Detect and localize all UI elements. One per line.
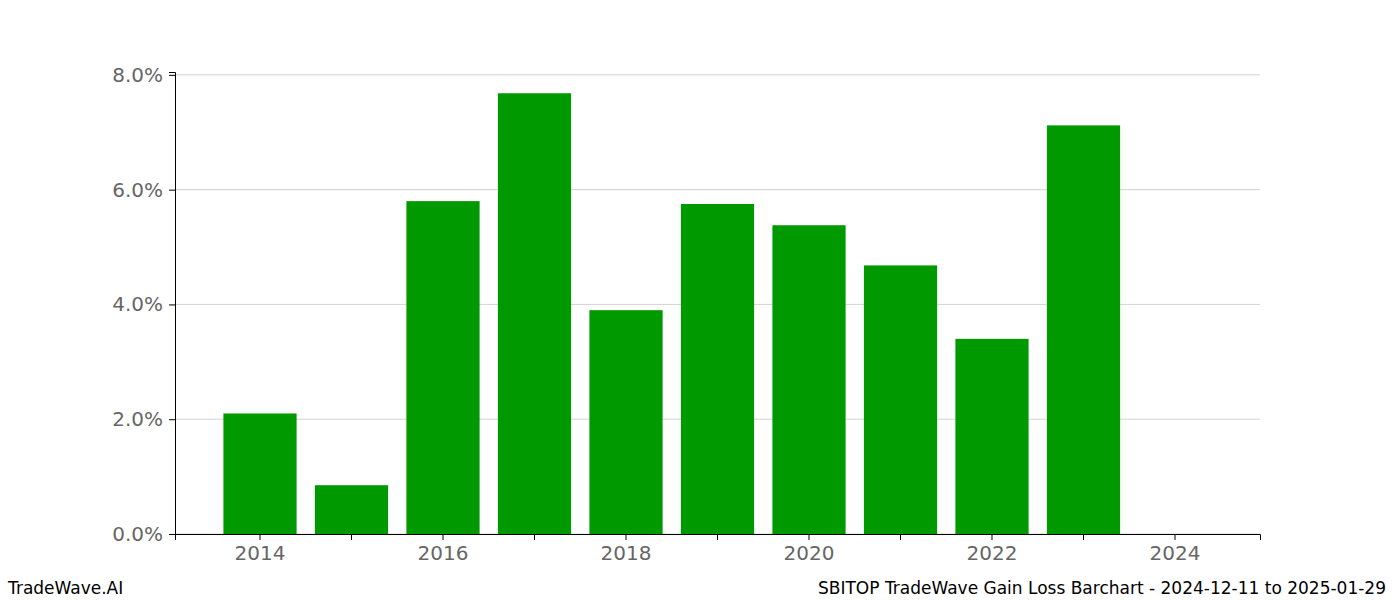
y-tick: 8.0% [112, 63, 175, 87]
grid [175, 75, 1260, 534]
x-axis-line [176, 535, 1261, 541]
plot: 2014 2016 2018 2020 2022 2024 0.0% 2.0% 4.0% 6.0%… [112, 63, 1260, 565]
bar [406, 201, 479, 534]
y-tick-label: 0.0% [112, 522, 163, 546]
title: SBITOP TradeWave Gain Loss Barchart - 20… [818, 578, 1386, 598]
x-axis: 2014 2016 2018 2020 2022 2024 [176, 534, 1261, 565]
grid-line [175, 74, 1260, 75]
bars [223, 93, 1120, 534]
x-tick [717, 534, 718, 540]
y-tick-mark [169, 304, 175, 305]
y-axis: 0.0% 2.0% 4.0% 6.0% 8.0% [112, 63, 175, 546]
bar [498, 93, 571, 534]
x-tick-mark [1083, 534, 1084, 540]
y-tick: 4.0% [112, 292, 175, 316]
chart: 2014 2016 2018 2020 2022 2024 0.0% 2.0% 4.0% 6.0%… [0, 0, 1400, 600]
y-tick: 6.0% [112, 178, 175, 202]
bar [223, 413, 296, 534]
bar [589, 310, 662, 534]
bar [315, 485, 388, 534]
x-tick: 2020 [784, 534, 835, 565]
x-tick: 2022 [967, 534, 1018, 565]
x-tick-mark [534, 534, 535, 540]
x-tick-label: 2018 [601, 541, 652, 565]
y-tick-label: 6.0% [112, 178, 163, 202]
y-tick: 0.0% [112, 522, 175, 546]
bar [772, 225, 845, 534]
y-tick-label: 4.0% [112, 292, 163, 316]
x-tick [900, 534, 901, 540]
x-tick-mark [808, 534, 809, 540]
annotation: TradeWave.AI [7, 578, 123, 598]
x-tick: 2024 [1150, 534, 1201, 565]
y-tick-mark [169, 419, 175, 420]
x-tick: 2018 [601, 534, 652, 565]
y-tick-label: 2.0% [112, 407, 163, 431]
x-tick-label: 2014 [235, 541, 286, 565]
y-tick-label: 8.0% [112, 63, 163, 87]
x-tick [1083, 534, 1084, 540]
y-tick-mark [169, 190, 175, 191]
x-tick-mark [260, 534, 261, 540]
y-axis-line [169, 73, 176, 535]
x-tick-mark [900, 534, 901, 540]
y-tick-mark [169, 75, 175, 76]
bar [681, 204, 754, 534]
x-tick-mark [351, 534, 352, 540]
x-tick: 2014 [235, 534, 286, 565]
bar [1047, 125, 1120, 534]
x-tick-label: 2016 [418, 541, 469, 565]
x-tick-label: 2020 [784, 541, 835, 565]
x-tick-label: 2024 [1150, 541, 1201, 565]
y-tick: 2.0% [112, 407, 175, 431]
y-tick-mark [169, 534, 175, 535]
bar [864, 265, 937, 534]
x-tick [534, 534, 535, 540]
x-tick-label: 2022 [967, 541, 1018, 565]
x-tick-mark [1174, 534, 1175, 540]
x-tick-mark [443, 534, 444, 540]
x-tick-mark [717, 534, 718, 540]
x-tick: 2016 [418, 534, 469, 565]
x-tick-mark [991, 534, 992, 540]
bar [955, 339, 1028, 534]
x-tick-mark [626, 534, 627, 540]
x-tick [351, 534, 352, 540]
